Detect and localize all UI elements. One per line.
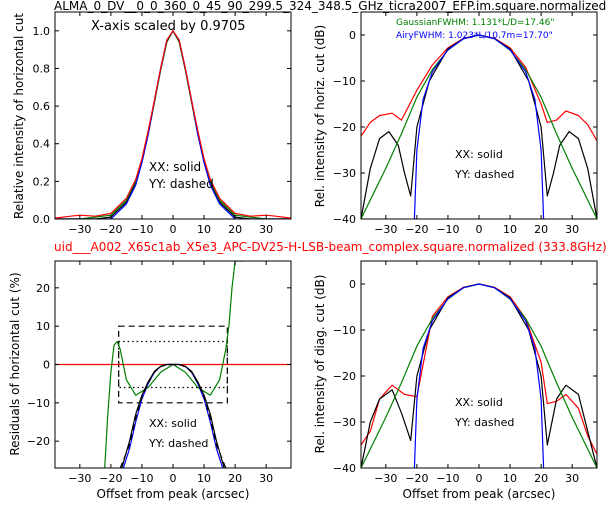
top-left-xtick-label: 30 xyxy=(259,223,273,236)
bottom-left-series-1-green-line xyxy=(104,261,245,468)
bottom-left-xtick-label: 10 xyxy=(197,472,211,485)
top-right-ytick-label: −40 xyxy=(333,213,356,226)
top-right-series-1-black-line xyxy=(361,34,597,219)
bottom-right-annotation-xx: XX: solid xyxy=(455,396,503,409)
top-left-xtick-label: −20 xyxy=(99,223,122,236)
bottom-right-xtick-label: 10 xyxy=(503,472,517,485)
bottom-left-annotation-yy: YY: dashed xyxy=(148,437,208,450)
top-right-annotation-yy: YY: dashed xyxy=(454,168,514,181)
top-right-series-3-blue-line xyxy=(413,34,545,219)
top-right-xtick-label: −20 xyxy=(405,223,428,236)
bottom-right-xtick-label: 20 xyxy=(534,472,548,485)
bottom-right-series-1-black-line xyxy=(361,283,597,468)
top-right-xtick-label: 10 xyxy=(503,223,517,236)
bottom-left-xtick-label: 30 xyxy=(259,472,273,485)
top-right-xtick-label: −30 xyxy=(374,223,397,236)
figure-title: ALMA_0_DV__0_0_360_0_45_90_299.5_324_348… xyxy=(54,0,606,13)
top-left-ytick-label: 1.0 xyxy=(33,25,51,38)
bottom-left-xtick-label: 0 xyxy=(170,472,177,485)
bottom-left-ytick-label: −20 xyxy=(27,435,50,448)
bottom-right-xlabel: Offset from peak (arcsec) xyxy=(403,487,556,501)
top-right-ytick-label: −30 xyxy=(333,167,356,180)
top-right-frame xyxy=(360,11,598,220)
top-left-xtick-label: −30 xyxy=(68,223,91,236)
bottom-right-ylabel: Rel. intensity of diag. cut (dB) xyxy=(313,275,327,454)
top-right-ytick-label: −10 xyxy=(333,75,356,88)
bottom-left-ytick-label: 20 xyxy=(36,282,50,295)
top-right-xtick-label: 20 xyxy=(534,223,548,236)
top-left-annotation-scale: X-axis scaled by 0.9705 xyxy=(91,19,246,34)
bottom-right-xtick-label: −20 xyxy=(405,472,428,485)
top-right-xtick-label: 0 xyxy=(476,223,483,236)
top-left-ytick-label: 0.2 xyxy=(33,175,51,188)
bottom-left-ytick-label: 0 xyxy=(43,359,50,372)
bottom-right-xtick-label: 30 xyxy=(565,472,579,485)
top-left-xtick-label: 20 xyxy=(228,223,242,236)
figure-subtitle: uid___A002_X65c1ab_X5e3_APC-DV25-H-LSB-b… xyxy=(54,240,607,254)
bottom-left-xtick-label: 20 xyxy=(228,472,242,485)
bottom-right-annotation-yy: YY: dashed xyxy=(454,416,514,429)
bottom-left-frame xyxy=(54,260,292,469)
top-left-xtick-label: 0 xyxy=(170,223,177,236)
top-right-xtick-label: 30 xyxy=(565,223,579,236)
bottom-right-xtick-label: −10 xyxy=(436,472,459,485)
top-left-xtick-label: −10 xyxy=(130,223,153,236)
top-left-ylabel: Relative intensity of horizontal cut xyxy=(12,13,26,219)
top-left-ytick-label: 0.8 xyxy=(33,62,51,75)
bottom-left-xtick-label: −10 xyxy=(130,472,153,485)
top-right-annotation-airy: AiryFWHM: 1.023*L/10.7m=17.70" xyxy=(396,31,553,41)
bottom-right-series-2-green-line xyxy=(361,283,597,468)
bottom-left-plot-area: −30 −20 −10 0 10 20 30 −20 −10 0 10 20 xyxy=(27,261,291,485)
top-left-frame xyxy=(54,11,292,220)
bottom-right-frame xyxy=(360,260,598,469)
bottom-right-ytick-label: −10 xyxy=(333,324,356,337)
chart-top-right: −30 −20 −10 0 10 20 30 −40 −30 −20 −10 0 Rel. inten… xyxy=(313,11,598,236)
bottom-right-ytick-label: −40 xyxy=(333,462,356,475)
top-right-series-0-red-line xyxy=(361,34,597,142)
bottom-left-xlabel: Offset from peak (arcsec) xyxy=(97,487,250,501)
top-right-ytick-label: 0 xyxy=(349,29,356,42)
bottom-right-xtick-label: −30 xyxy=(374,472,397,485)
bottom-right-xtick-label: 0 xyxy=(476,472,483,485)
bottom-left-annotation-xx: XX: solid xyxy=(149,417,197,430)
bottom-right-plot-area: −30 −20 −10 0 10 20 30 −40 −30 −20 −10 0 xyxy=(333,261,597,485)
top-left-ytick-label: 0.4 xyxy=(33,138,51,151)
bottom-right-ytick-label: −20 xyxy=(333,370,356,383)
chart-top-left: −30 −20 −10 0 10 20 30 0.0 0.2 0.4 0.6 0.8 1.0 Relat… xyxy=(12,11,292,236)
top-left-ytick-label: 0.0 xyxy=(33,213,51,226)
chart-bottom-left: −30 −20 −10 0 10 20 30 −20 −10 0 10 20 Residuals of… xyxy=(8,260,292,501)
top-left-annotation-yy: YY: dashed xyxy=(148,177,214,191)
top-right-series-2-green-line xyxy=(361,34,597,219)
bottom-left-series-4-black-line xyxy=(119,363,227,468)
top-left-xtick-label: 10 xyxy=(197,223,211,236)
bottom-right-ytick-label: 0 xyxy=(349,278,356,291)
bottom-left-xtick-label: −20 xyxy=(99,472,122,485)
bottom-left-xtick-label: −30 xyxy=(68,472,91,485)
top-right-plot-area: −30 −20 −10 0 10 20 30 −40 −30 −20 −10 0 xyxy=(333,12,597,236)
top-right-ytick-label: −20 xyxy=(333,121,356,134)
top-right-annotation-xx: XX: solid xyxy=(455,148,503,161)
top-left-plot-area: −30 −20 −10 0 10 20 30 0.0 0.2 0.4 0.6 0.8 1.0 xyxy=(33,12,291,236)
chart-bottom-right: −30 −20 −10 0 10 20 30 −40 −30 −20 −10 0 Rel. inten… xyxy=(313,260,598,501)
bottom-right-ytick-label: −30 xyxy=(333,416,356,429)
bottom-left-ytick-label: −10 xyxy=(27,397,50,410)
top-right-annotation-gaussian: GaussianFWHM: 1.131*L/D=17.46" xyxy=(396,18,554,28)
bottom-left-ylabel: Residuals of horizontal cut (%) xyxy=(8,272,22,455)
top-right-ylabel: Rel. intensity of horiz. cut (dB) xyxy=(313,25,327,207)
top-left-annotation-xx: XX: solid xyxy=(149,160,201,174)
top-right-xtick-label: −10 xyxy=(436,223,459,236)
top-left-series-3-red-line xyxy=(55,30,291,219)
bottom-left-ytick-label: 10 xyxy=(36,320,50,333)
bottom-right-series-3-blue-line xyxy=(413,283,545,468)
top-left-ytick-label: 0.6 xyxy=(33,100,51,113)
